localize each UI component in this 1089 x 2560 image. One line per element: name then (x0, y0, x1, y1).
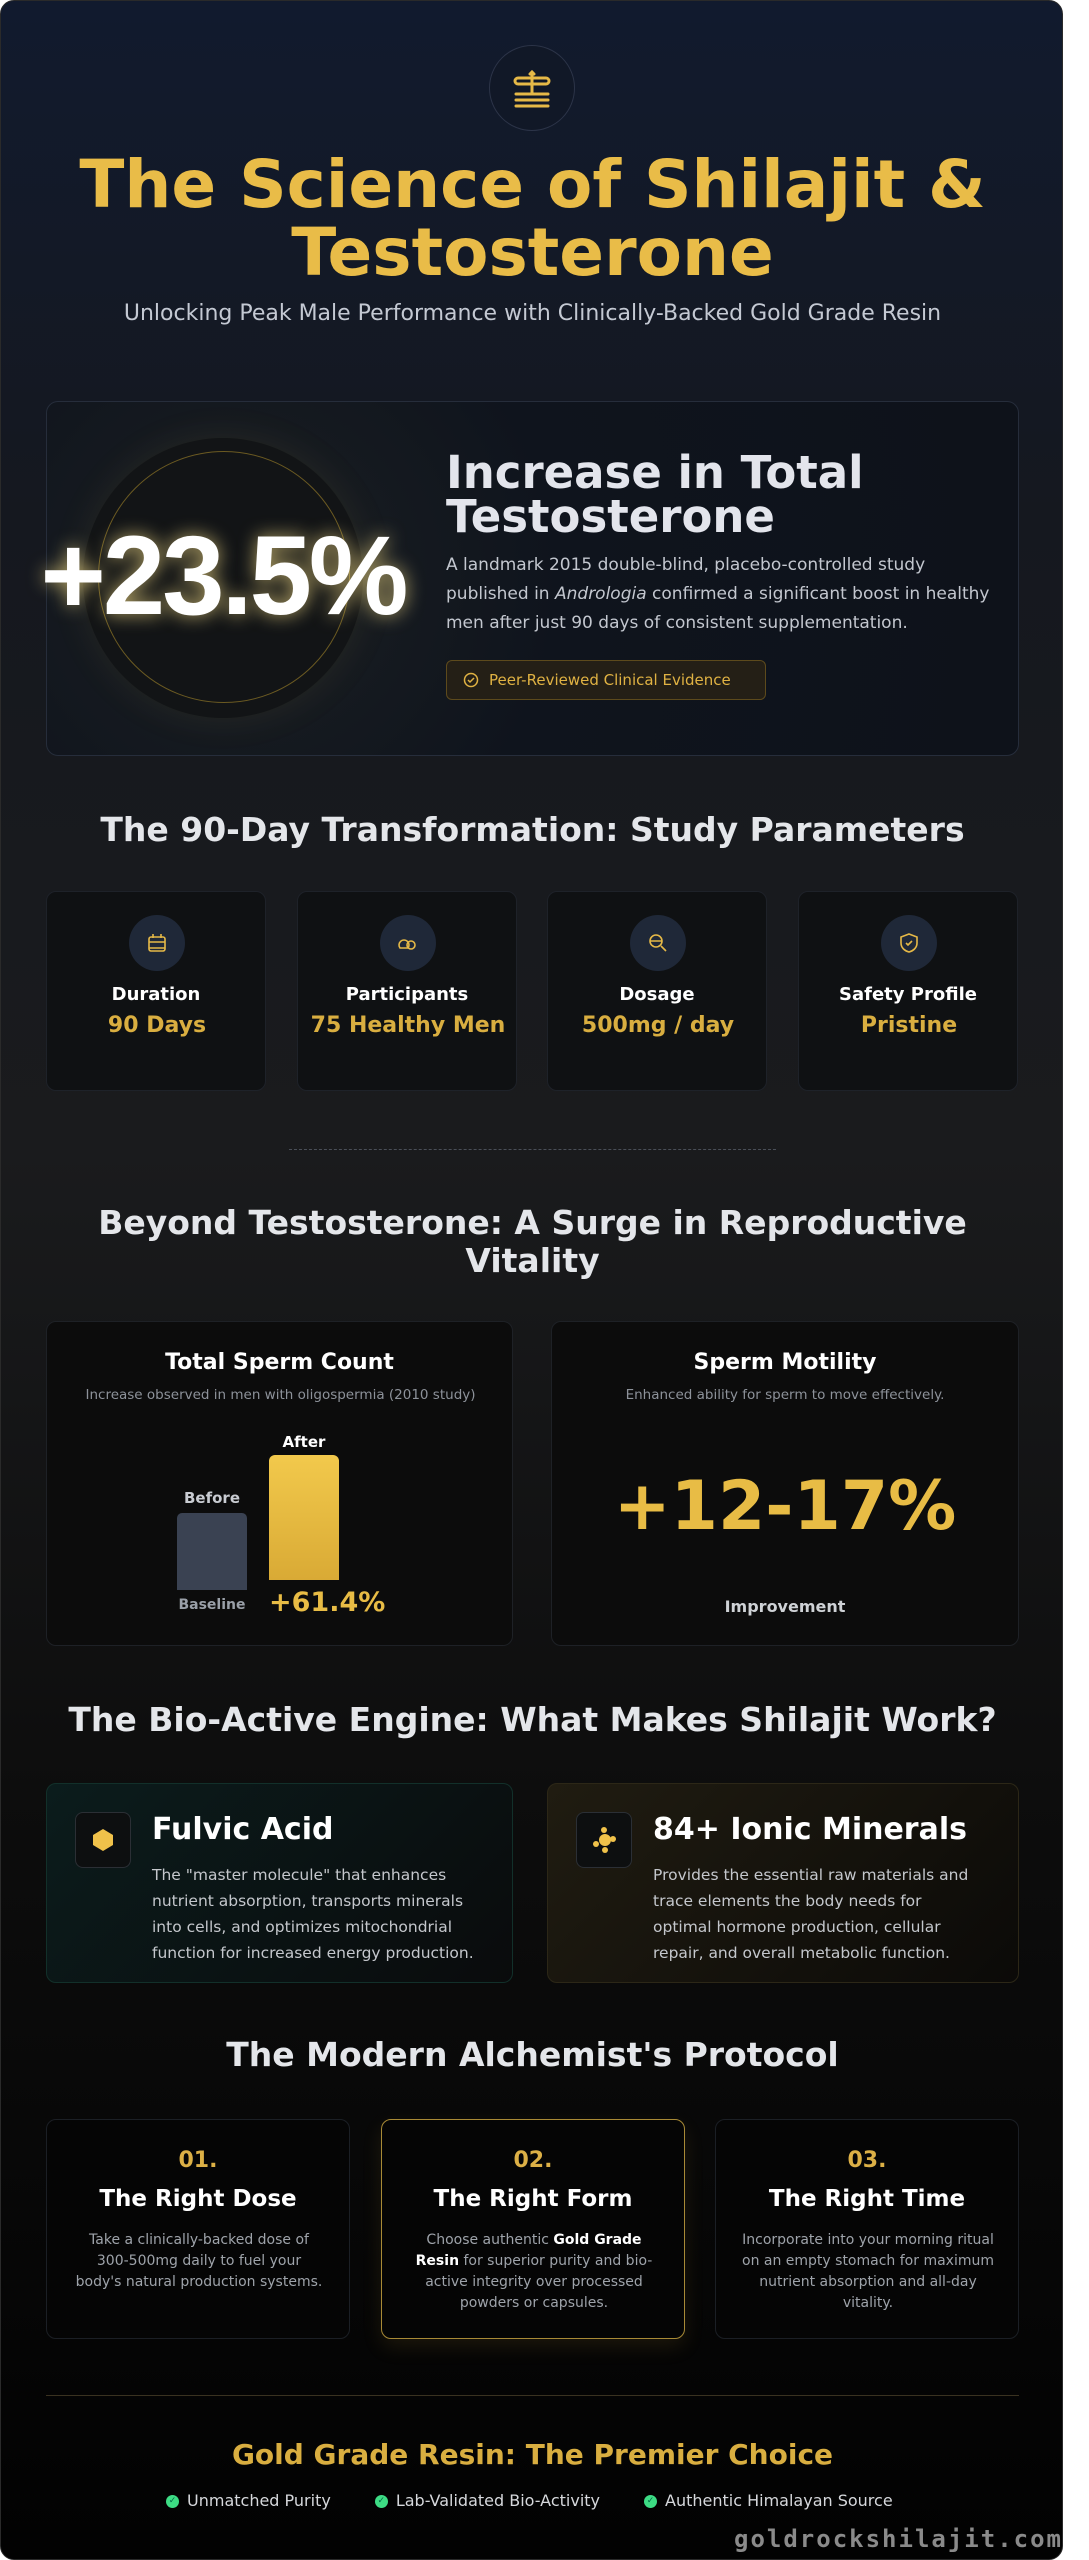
card-description: Provides the essential raw materials and… (653, 1866, 969, 1962)
step-description: Choose authentic Gold Grade Resin for su… (407, 2230, 661, 2314)
scales-icon (513, 69, 551, 108)
vitality-heading: Beyond Testosterone: A Surge in Reproduc… (98, 1203, 967, 1280)
step-number: 03. (847, 2148, 887, 2173)
divider (46, 2395, 1019, 2396)
step-card-dose: 01. The Right Dose Take a clinically-bac… (46, 2119, 350, 2339)
stat-value: Pristine (860, 1013, 958, 1038)
stat-label: Duration (111, 984, 201, 1005)
baseline-label: Baseline (178, 1597, 246, 1613)
check-icon: ✓ (374, 2494, 388, 2508)
card-title: Total Sperm Count (165, 1350, 394, 1375)
atom-icon (593, 1827, 616, 1853)
card-title: Sperm Motility (693, 1350, 877, 1375)
search-icon (649, 934, 667, 952)
stat-value: 75 Healthy Men (310, 1013, 506, 1038)
step-number: 02. (513, 2148, 553, 2173)
params-heading: The 90-Day Transformation: Study Paramet… (100, 810, 965, 849)
stat-card-participants: Participants 75 Healthy Men (297, 891, 517, 1091)
infographic: The Science of Shilajit & Testosterone U… (0, 0, 1063, 2560)
fulvic-acid-card: Fulvic Acid The "master molecule" that e… (46, 1783, 513, 1983)
highlight: Gold Grade Resin (415, 2232, 642, 2269)
divider (289, 1149, 776, 1150)
motility-card: Sperm Motility Enhanced ability for sper… (551, 1321, 1019, 1646)
text: A landmark 2015 double-blind, placebo-co… (446, 555, 926, 604)
card-description: The "master molecule" that enhances nutr… (152, 1866, 474, 1962)
bar-after (269, 1455, 339, 1580)
card-title: 84+ Ionic Minerals (653, 1812, 967, 1847)
icon-box (576, 1812, 632, 1868)
check-circle-icon (463, 672, 479, 688)
calendar-icon (148, 934, 166, 952)
stat-value: 500mg / day (581, 1013, 735, 1038)
logo-badge (489, 45, 575, 131)
card-subtitle: Enhanced ability for sperm to move effec… (625, 1387, 945, 1403)
check-item: ✓ Authentic Himalayan Source (644, 2491, 893, 2511)
check-label: Authentic Himalayan Source (665, 2491, 893, 2510)
icon-box (75, 1812, 131, 1868)
hero-stat: +23.5% (40, 513, 409, 638)
stat-label: Safety Profile (839, 984, 977, 1005)
stat-value: 90 Days (107, 1013, 207, 1038)
watermark: goldrockshilajit.com (734, 2525, 1063, 2553)
text: for superior purity and bio-active integ… (425, 2253, 653, 2311)
step-description: Take a clinically-backed dose of 300-500… (75, 2232, 323, 2290)
journal-name: Andrologia (555, 584, 647, 604)
after-label: After (282, 1433, 326, 1451)
check-icon: ✓ (644, 2494, 658, 2508)
icon-circle (380, 915, 436, 971)
step-title: The Right Time (768, 2186, 966, 2212)
increase-value: +61.4% (269, 1587, 386, 1618)
hero-description: A landmark 2015 double-blind, placebo-co… (446, 551, 1006, 638)
before-label: Before (183, 1488, 240, 1507)
sperm-count-card: Total Sperm Count Increase observed in m… (46, 1321, 513, 1646)
step-number: 01. (178, 2148, 218, 2173)
step-title: The Right Dose (99, 2186, 297, 2212)
motility-caption: Improvement (724, 1597, 846, 1616)
evidence-badge: Peer-Reviewed Clinical Evidence (446, 660, 766, 700)
stat-label: Participants (345, 984, 469, 1005)
engine-heading: The Bio-Active Engine: What Makes Shilaj… (68, 1700, 997, 1739)
icon-circle (630, 915, 686, 971)
shield-check-icon (900, 933, 918, 953)
ionic-minerals-card: 84+ Ionic Minerals Provides the essentia… (547, 1783, 1019, 1983)
check-label: Lab-Validated Bio-Activity (395, 2491, 601, 2510)
stat-label: Dosage (619, 984, 695, 1005)
stat-card-safety: Safety Profile Pristine (798, 891, 1018, 1091)
users-icon (398, 939, 416, 950)
check-icon: ✓ (166, 2494, 179, 2508)
step-title: The Right Form (433, 2186, 633, 2212)
footer-heading: Gold Grade Resin: The Premier Choice (231, 2438, 834, 2471)
step-card-form: 02. The Right Form Choose authentic Gold… (381, 2119, 685, 2339)
text: Choose authentic (426, 2232, 554, 2248)
check-item: ✓ Unmatched Purity (166, 2491, 331, 2511)
check-item: ✓ Lab-Validated Bio-Activity (374, 2491, 601, 2511)
page-subtitle: Unlocking Peak Male Performance with Cli… (123, 301, 942, 326)
card-subtitle: Increase observed in men with oligosperm… (85, 1387, 476, 1403)
step-description: Incorporate into your morning ritual on … (742, 2232, 994, 2311)
icon-circle (881, 915, 937, 971)
text: confirmed a significant boost in healthy… (446, 584, 990, 633)
bar-before (177, 1512, 247, 1590)
check-label: Unmatched Purity (187, 2491, 331, 2510)
stat-card-dosage: Dosage 500mg / day (547, 891, 767, 1091)
icon-circle (129, 915, 185, 971)
hexagon-icon (93, 1829, 113, 1851)
motility-value: +12-17% (613, 1467, 957, 1546)
stat-ring-inner (98, 451, 350, 703)
page-title: The Science of Shilajit & Testosterone (79, 146, 986, 291)
step-card-time: 03. The Right Time Incorporate into your… (715, 2119, 1019, 2339)
feature-checklist: ✓ Unmatched Purity ✓ Lab-Validated Bio-Act… (166, 2491, 893, 2511)
protocol-heading: The Modern Alchemist's Protocol (226, 2035, 839, 2074)
badge-label: Peer-Reviewed Clinical Evidence (489, 671, 731, 689)
stat-card-duration: Duration 90 Days (46, 891, 266, 1091)
hero-heading: Increase in Total Testosterone (446, 446, 864, 543)
card-title: Fulvic Acid (152, 1812, 334, 1847)
